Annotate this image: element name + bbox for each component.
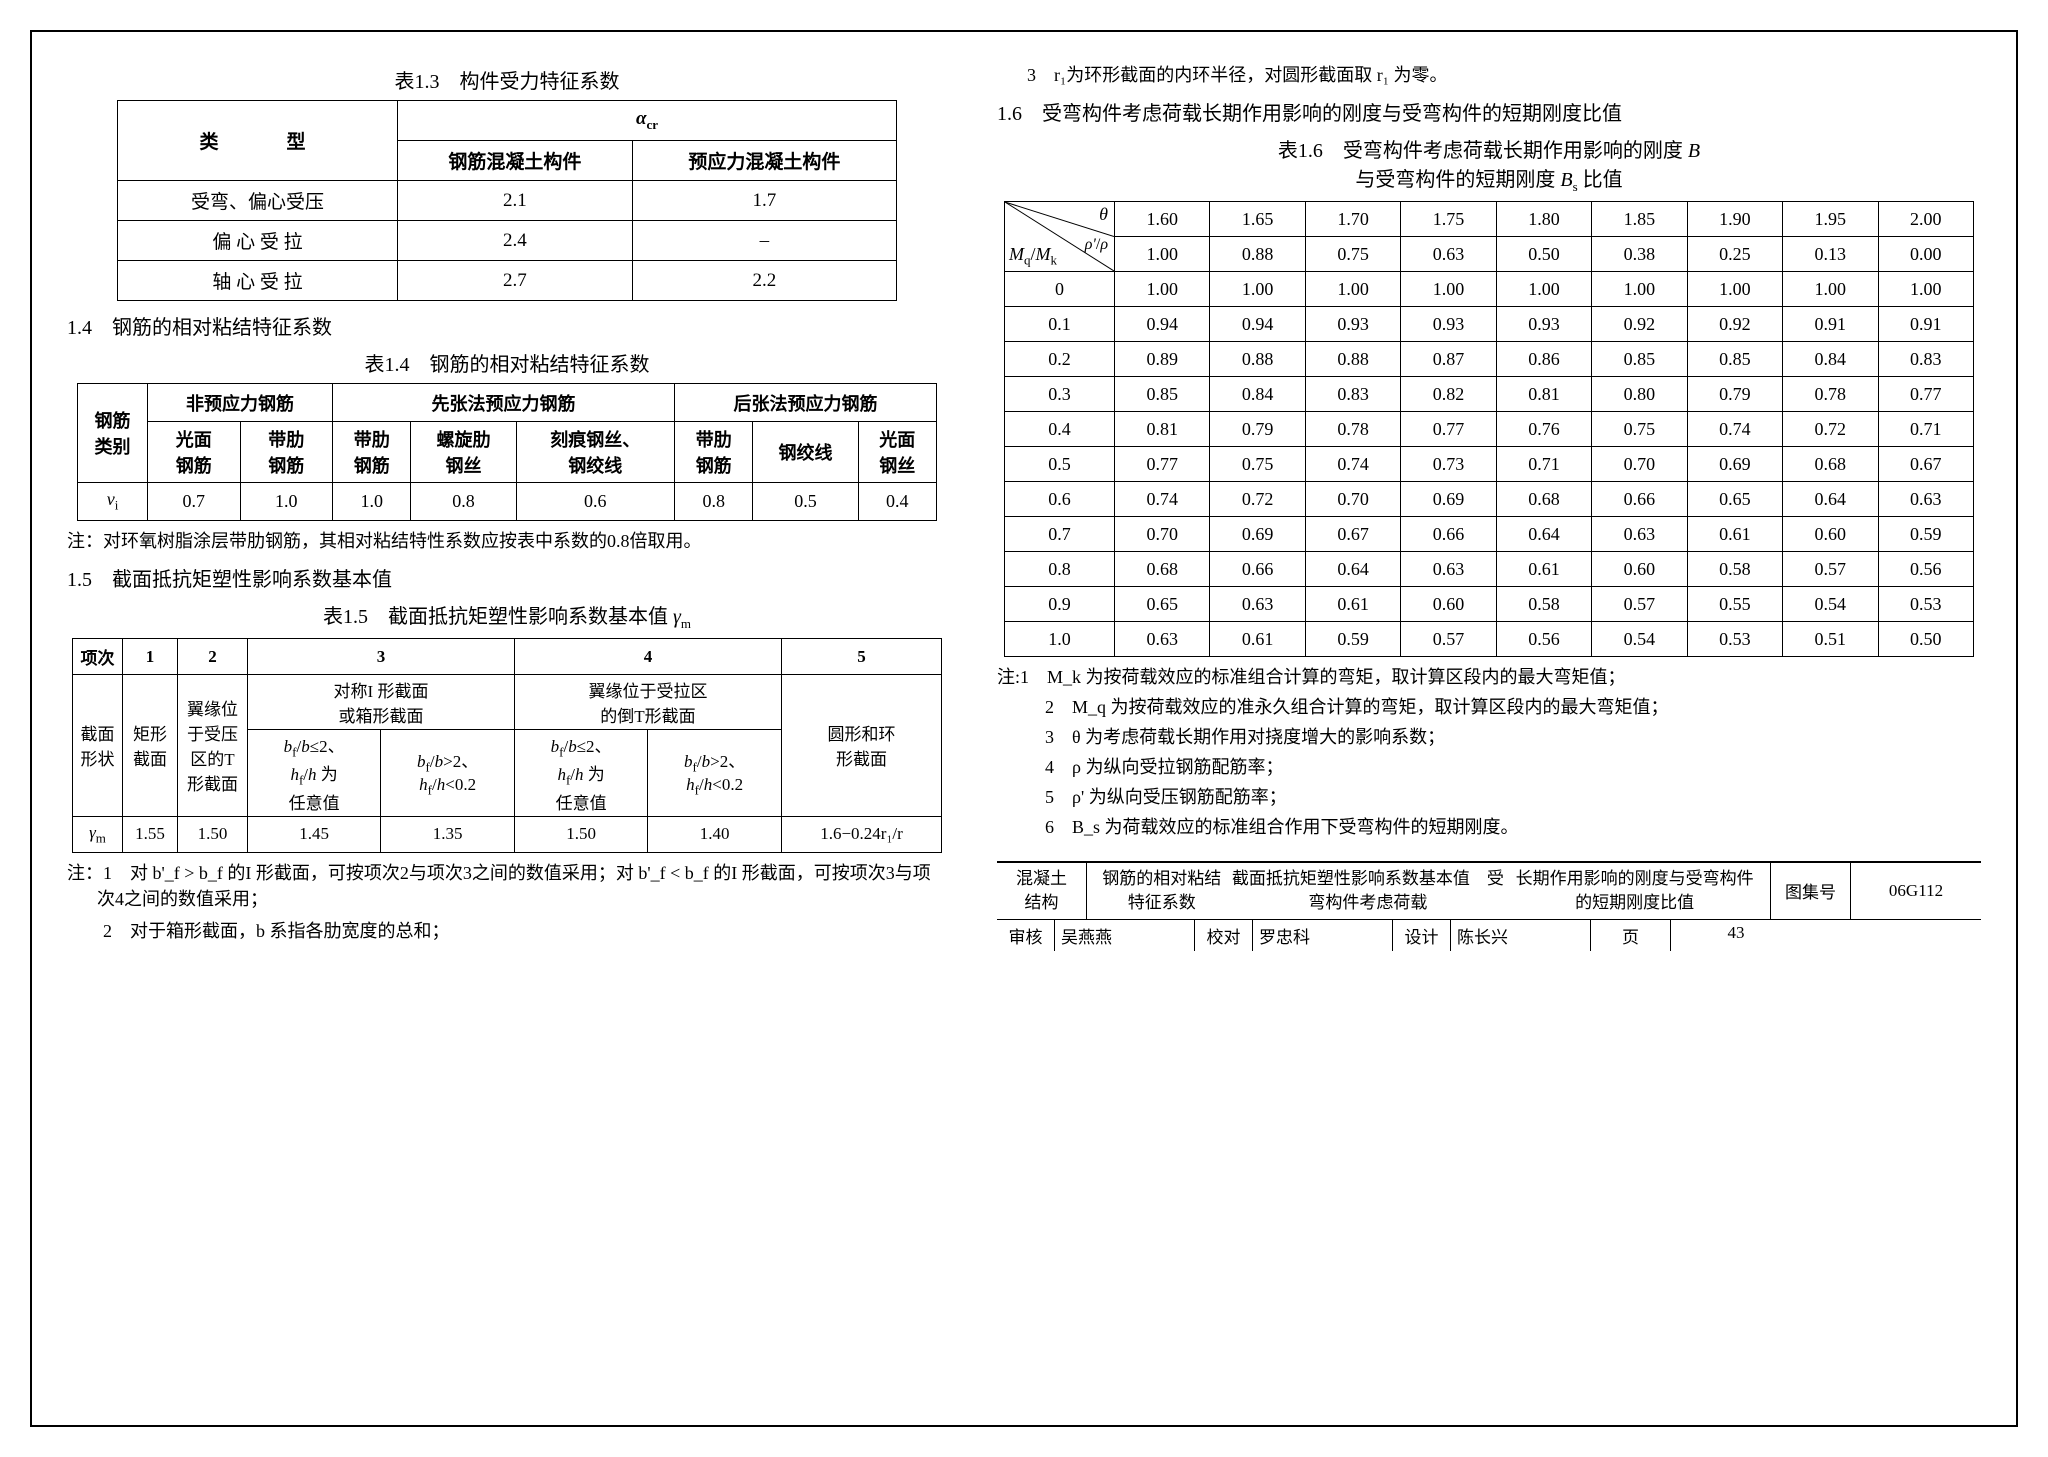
section-1-6-title: 1.6 受弯构件考虑荷载长期作用影响的刚度与受弯构件的短期刚度比值 <box>997 97 1981 126</box>
t15-c2: 翼缘位于受压区的T形截面 <box>178 675 248 817</box>
t14-g2: 先张法预应力钢筋 <box>333 384 675 422</box>
tb-struct: 混凝土结构 <box>997 863 1087 919</box>
t13-sh2: 预应力混凝土构件 <box>632 141 896 181</box>
table-row: γm 1.55 1.50 1.45 1.35 1.50 1.40 1.6−0.2… <box>73 816 942 852</box>
t16-mm-label: Mq/Mk <box>1009 244 1057 269</box>
t14-h-rebar: 钢筋类别 <box>78 384 148 483</box>
table-row: 0.70.700.690.670.660.640.630.610.600.59 <box>1005 517 1974 552</box>
t14-s11: 光面钢筋 <box>148 422 241 483</box>
t14-g3: 后张法预应力钢筋 <box>674 384 936 422</box>
table-row: 0.20.890.880.880.870.860.850.850.840.83 <box>1005 342 1974 377</box>
table-row: 0.60.740.720.700.690.680.660.650.640.63 <box>1005 482 1974 517</box>
table-row: 轴 心 受 拉2.72.2 <box>118 261 897 301</box>
table-row: 0.40.810.790.780.770.760.750.740.720.71 <box>1005 412 1974 447</box>
t15-c3b: bf/b>2、hf/h<0.2 <box>381 730 515 817</box>
t16-note6: 6 B_s 为荷载效应的标准组合作用下受弯构件的短期刚度。 <box>1057 813 1981 839</box>
table13-caption: 表1.3 构件受力特征系数 <box>67 65 947 94</box>
tb-set-v: 06G112 <box>1851 863 1981 919</box>
right-note3: 3 r₁为环形截面的内环半径，对圆形截面取 r₁ 为零。 <box>1057 61 1981 87</box>
t14-s12: 带肋钢筋 <box>240 422 333 483</box>
two-column-layout: 表1.3 构件受力特征系数 类 型 αcr 钢筋混凝土构件 预应力混凝土构件 受… <box>67 57 1981 1287</box>
t16-theta-label: θ <box>1099 204 1108 225</box>
t15-shape-label: 截面形状 <box>73 675 123 817</box>
t16-note1: 注:1 M_k 为按荷载效应的标准组合计算的弯矩，取计算区段内的最大弯矩值； <box>1027 663 1981 689</box>
table-row: 受弯、偏心受压2.11.7 <box>118 181 897 221</box>
table-row: 01.001.001.001.001.001.001.001.001.00 <box>1005 272 1974 307</box>
page-frame: 表1.3 构件受力特征系数 类 型 αcr 钢筋混凝土构件 预应力混凝土构件 受… <box>30 30 2018 1427</box>
t14-s23: 刻痕钢丝、钢绞线 <box>516 422 674 483</box>
table-row: 0.90.650.630.610.600.580.570.550.540.53 <box>1005 587 1974 622</box>
t15-note2: 2 对于箱形截面，b 系指各肋宽度的总和； <box>97 917 947 943</box>
right-column: 3 r₁为环形截面的内环半径，对圆形截面取 r₁ 为零。 1.6 受弯构件考虑荷… <box>997 57 1981 1287</box>
table14-caption: 表1.4 钢筋的相对粘结特征系数 <box>67 348 947 377</box>
t15-gamma-label: γm <box>73 816 123 852</box>
table16-caption1: 表1.6 受弯构件考虑荷载长期作用影响的刚度 B <box>997 134 1981 163</box>
table14-note: 注：对环氧树脂涂层带肋钢筋，其相对粘结特性系数应按表中系数的0.8倍取用。 <box>97 527 947 553</box>
t15-c3a: bf/b≤2、hf/h 为任意值 <box>248 730 381 817</box>
t14-s32: 钢绞线 <box>753 422 858 483</box>
t13-h-type: 类 型 <box>118 101 398 181</box>
t13-h-alpha: αcr <box>398 101 897 141</box>
t15-c4b: bf/b>2、hf/h<0.2 <box>648 730 782 817</box>
table-row: 1.00.630.610.590.570.560.540.530.510.50 <box>1005 622 1974 657</box>
table-1-4: 钢筋类别 非预应力钢筋 先张法预应力钢筋 后张法预应力钢筋 光面钢筋 带肋钢筋 … <box>77 383 937 521</box>
t16-rho-label: ρ'/ρ <box>1085 236 1108 254</box>
t16-diag-header: θ ρ'/ρ Mq/Mk <box>1005 202 1115 272</box>
t14-g1: 非预应力钢筋 <box>148 384 333 422</box>
tb-set-k: 图集号 <box>1771 863 1851 919</box>
t14-s21: 带肋钢筋 <box>333 422 411 483</box>
section-1-5-title: 1.5 截面抵抗矩塑性影响系数基本值 <box>67 563 947 592</box>
t16-note2: 2 M_q 为按荷载效应的准永久组合计算的弯矩，取计算区段内的最大弯矩值； <box>1057 693 1981 719</box>
t15-c5: 圆形和环形截面 <box>782 675 942 817</box>
table15-caption: 表1.5 截面抵抗矩塑性影响系数基本值 γm <box>67 600 947 632</box>
t15-note1: 注：1 对 b'_f > b_f 的I 形截面，可按项次2与项次3之间的数值采用… <box>97 859 947 911</box>
title-block: 混凝土结构 钢筋的相对粘结特征系数截面抵抗矩塑性影响系数基本值 受弯构件考虑荷载… <box>997 861 1981 919</box>
t14-s33: 光面钢丝 <box>858 422 936 483</box>
t14-s22: 螺旋肋钢丝 <box>411 422 516 483</box>
t13-sh1: 钢筋混凝土构件 <box>398 141 633 181</box>
section-1-4-title: 1.4 钢筋的相对粘结特征系数 <box>67 311 947 340</box>
tb-main: 钢筋的相对粘结特征系数截面抵抗矩塑性影响系数基本值 受弯构件考虑荷载长期作用影响… <box>1087 863 1771 919</box>
table-1-5: 项次 1 2 3 4 5 截面形状 矩形截面 翼缘位于受压区的T形截面 对称I … <box>72 638 942 853</box>
t14-s31: 带肋钢筋 <box>674 422 752 483</box>
table16-caption2: 与受弯构件的短期刚度 Bs 比值 <box>997 163 1981 195</box>
t16-note3: 3 θ 为考虑荷载长期作用对挠度增大的影响系数； <box>1057 723 1981 749</box>
table-1-6: θ ρ'/ρ Mq/Mk 1.601.651.701.751.801.851.9… <box>1004 201 1974 657</box>
table-row: 0.80.680.660.640.630.610.600.580.570.56 <box>1005 552 1974 587</box>
table-row: 0.50.770.750.740.730.710.700.690.680.67 <box>1005 447 1974 482</box>
t14-rowlabel: νi <box>78 483 148 521</box>
t16-note5: 5 ρ' 为纵向受压钢筋配筋率； <box>1057 783 1981 809</box>
table-1-3: 类 型 αcr 钢筋混凝土构件 预应力混凝土构件 受弯、偏心受压2.11.7 偏… <box>117 100 897 301</box>
t15-c4a: bf/b≤2、hf/h 为任意值 <box>514 730 647 817</box>
table-row: 偏 心 受 拉2.4– <box>118 221 897 261</box>
t15-c1: 矩形截面 <box>123 675 178 817</box>
left-column: 表1.3 构件受力特征系数 类 型 αcr 钢筋混凝土构件 预应力混凝土构件 受… <box>67 57 947 1287</box>
t15-c3h: 对称I 形截面或箱形截面 <box>248 675 515 730</box>
table-row: 0.30.850.840.830.820.810.800.790.780.77 <box>1005 377 1974 412</box>
t15-c4h: 翼缘位于受拉区的倒T形截面 <box>514 675 781 730</box>
table-row: 0.10.940.940.930.930.930.920.920.910.91 <box>1005 307 1974 342</box>
t16-note4: 4 ρ 为纵向受拉钢筋配筋率； <box>1057 753 1981 779</box>
signature-row: 审核 吴燕燕 校对 罗忠科 设计 陈长兴 页 43 <box>997 919 1981 951</box>
table-row: νi 0.7 1.0 1.0 0.8 0.6 0.8 0.5 0.4 <box>78 483 937 521</box>
